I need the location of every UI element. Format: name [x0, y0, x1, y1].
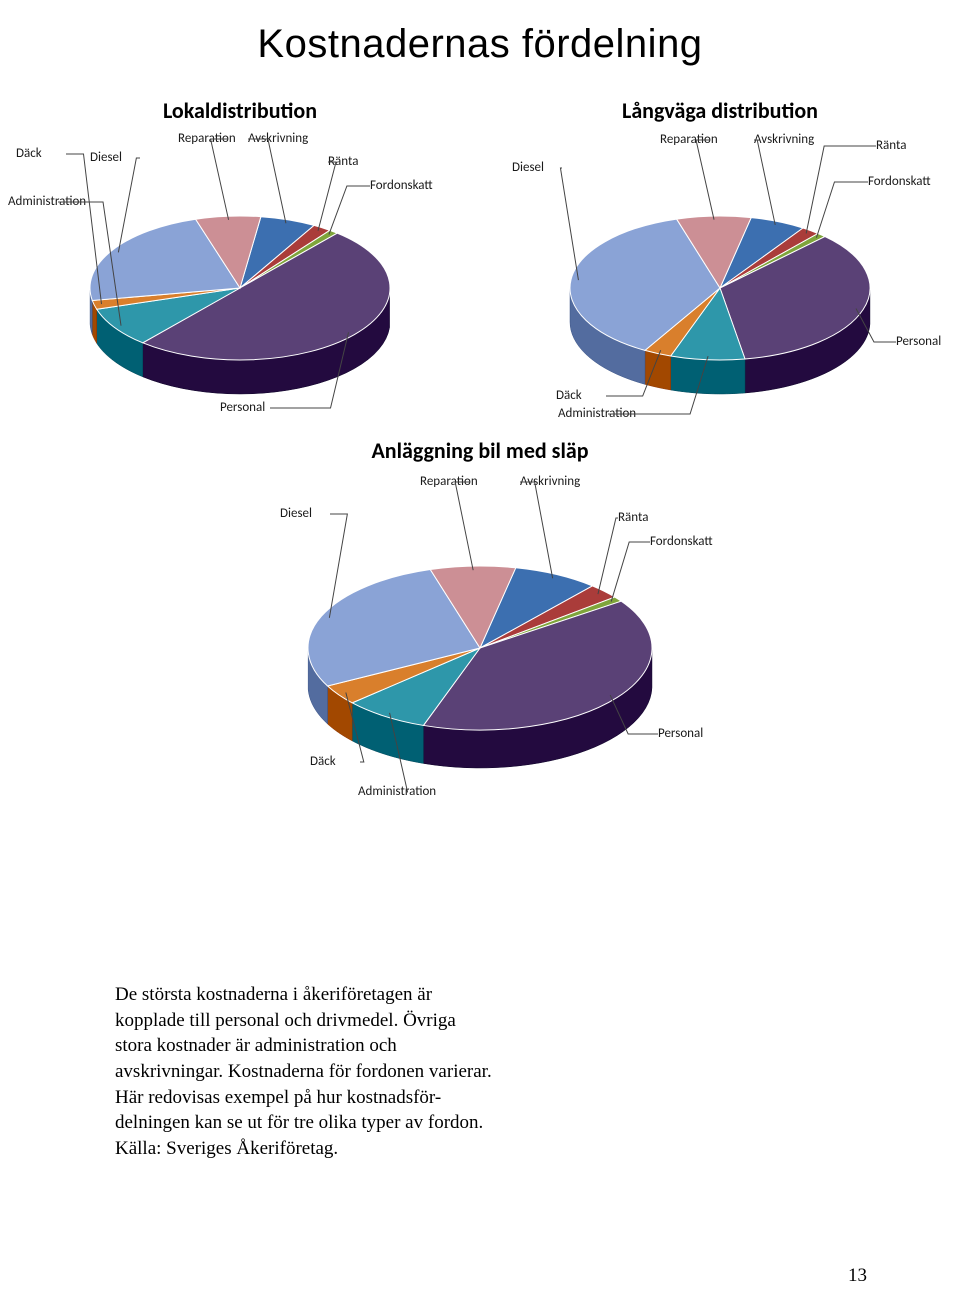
pie-chart-anlaggning: AvskrivningRäntaFordonskattPersonalAdmin… [220, 468, 740, 798]
body-paragraph: De största kostnaderna i åkeriföretagen … [115, 984, 492, 1133]
chart-block-langvaga: Långväga distribution AvskrivningRäntaFo… [490, 97, 950, 427]
body-text: De största kostnaderna i åkeriföretagen … [115, 982, 495, 1161]
chart-block-anlaggning: Anläggning bil med släp AvskrivningRänta… [220, 437, 740, 797]
pie-chart-lokaldistribution: AvskrivningRäntaFordonskattPersonalAdmin… [10, 128, 470, 418]
chart-title: Lokaldistribution [10, 97, 470, 124]
chart-title: Anläggning bil med släp [220, 437, 740, 464]
chart-block-lokaldistribution: Lokaldistribution AvskrivningRäntaFordon… [10, 97, 470, 427]
source-line: Källa: Sveriges Åkeriföretag. [115, 1138, 338, 1159]
chart-title: Långväga distribution [490, 97, 950, 124]
page-title: Kostnadernas fördelning [0, 0, 960, 67]
pie-chart-langvaga: AvskrivningRäntaFordonskattPersonalAdmin… [490, 128, 950, 418]
chart-row-top: Lokaldistribution AvskrivningRäntaFordon… [0, 97, 960, 427]
page-number: 13 [848, 1265, 867, 1287]
